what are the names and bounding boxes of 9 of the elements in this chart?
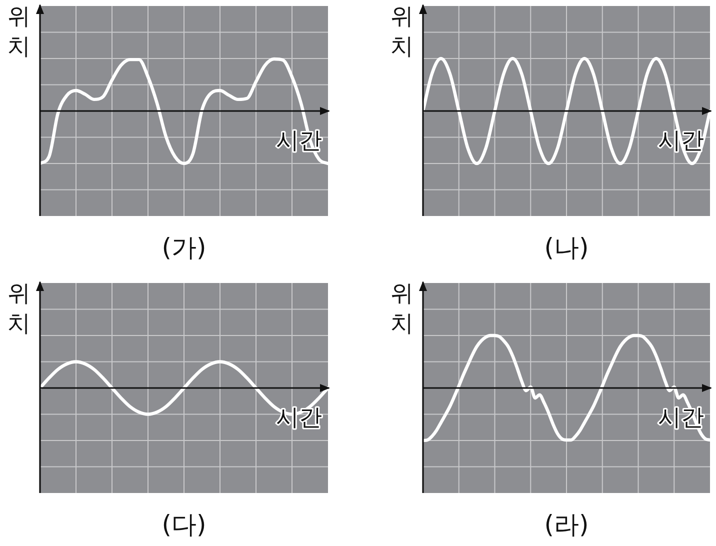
text: (가) (162, 233, 206, 262)
y-axis-title: 위치 (390, 4, 414, 60)
y-axis-title: 위치 (8, 281, 30, 337)
text: (나) (544, 233, 589, 262)
x-axis-title: 시간 (276, 405, 322, 431)
y-axis-title: 위치 (8, 4, 30, 60)
y-axis-title: 위치 (390, 281, 414, 337)
text: (라) (544, 510, 589, 539)
text: (다) (162, 510, 206, 539)
